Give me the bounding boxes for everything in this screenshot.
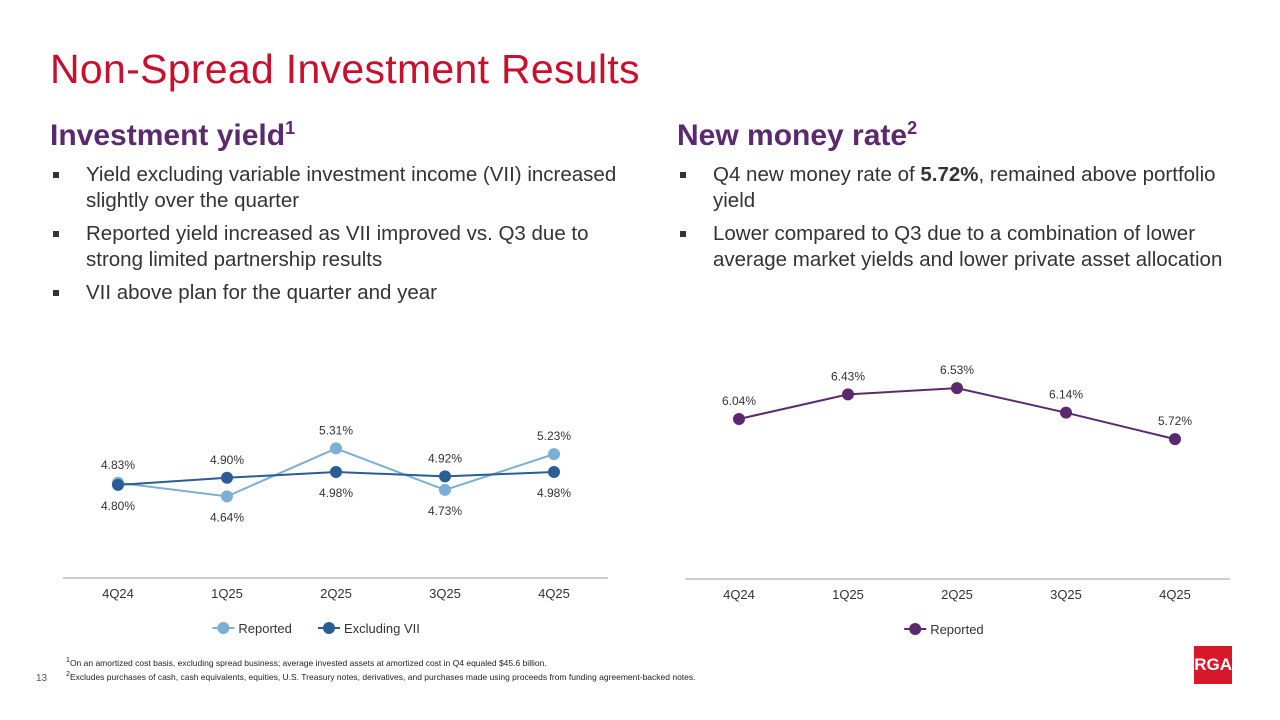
footnote-1: 1On an amortized cost basis, excluding s… xyxy=(66,656,547,668)
bullet: Reported yield increased as VII improved… xyxy=(50,221,630,273)
x-tick-label: 3Q25 xyxy=(1050,587,1082,602)
legend-label: Reported xyxy=(238,621,291,636)
data-label: 6.04% xyxy=(722,394,756,408)
legend-label: Excluding VII xyxy=(344,621,420,636)
rga-logo: RGA xyxy=(1194,646,1232,684)
x-tick-label: 4Q24 xyxy=(723,587,755,602)
bullet: VII above plan for the quarter and year xyxy=(50,280,630,306)
investment-yield-bullets: Yield excluding variable investment inco… xyxy=(50,162,630,313)
data-label: 4.98% xyxy=(537,486,571,500)
data-point xyxy=(439,483,451,496)
page-number: 13 xyxy=(36,673,48,684)
footnote-mark: 2 xyxy=(66,670,70,678)
data-label: 4.80% xyxy=(101,499,135,513)
data-label: 4.92% xyxy=(428,451,462,465)
x-tick-label: 1Q25 xyxy=(211,586,243,601)
data-label: 4.64% xyxy=(210,510,244,524)
new-money-rate-heading: New money rate2 xyxy=(677,118,917,153)
footnote-mark: 1 xyxy=(285,118,296,138)
x-tick-label: 4Q24 xyxy=(102,586,134,601)
data-point xyxy=(330,442,342,455)
heading-text: New money rate xyxy=(677,119,908,152)
x-tick-label: 2Q25 xyxy=(320,586,352,601)
data-point xyxy=(733,412,745,425)
data-label: 4.73% xyxy=(428,504,462,518)
data-point xyxy=(548,448,560,461)
data-point xyxy=(221,490,233,503)
bullet-text: Q4 new money rate of xyxy=(713,163,921,186)
data-point xyxy=(330,466,342,479)
bullet-text: , remained above portfolio yield xyxy=(713,163,1216,212)
data-label: 4.90% xyxy=(210,453,244,467)
data-label: 6.43% xyxy=(831,369,865,383)
legend-label: Reported xyxy=(930,622,983,637)
data-point xyxy=(548,466,560,479)
data-label: 5.31% xyxy=(319,423,353,437)
data-point xyxy=(1169,433,1181,446)
heading-text: Investment yield xyxy=(50,119,286,152)
data-label: 6.14% xyxy=(1049,388,1083,402)
legend-marker xyxy=(909,623,922,635)
legend-marker xyxy=(323,622,335,634)
data-point xyxy=(439,470,451,483)
new-money-rate-bullets: Q4 new money rate of 5.72%, remained abo… xyxy=(677,162,1237,280)
bullet: Lower compared to Q3 due to a combinatio… xyxy=(677,221,1237,273)
data-label: 6.53% xyxy=(940,363,974,377)
logo-text: RGA xyxy=(1194,655,1232,674)
footnote-2: 2Excludes purchases of cash, cash equiva… xyxy=(66,670,696,682)
footnote-mark: 2 xyxy=(907,118,918,138)
data-point xyxy=(1060,406,1072,419)
slide-title: Non-Spread Investment Results xyxy=(50,46,640,92)
footnote-text: Excludes purchases of cash, cash equival… xyxy=(69,671,696,682)
data-label: 5.23% xyxy=(537,429,571,443)
bullet: Yield excluding variable investment inco… xyxy=(50,162,630,214)
data-label: 4.83% xyxy=(101,458,135,472)
data-point xyxy=(951,382,963,395)
data-point xyxy=(112,478,124,491)
x-tick-label: 4Q25 xyxy=(1159,587,1191,602)
x-tick-label: 2Q25 xyxy=(941,587,973,602)
x-tick-label: 1Q25 xyxy=(832,587,864,602)
data-label: 5.72% xyxy=(1158,414,1192,428)
series-line-reported xyxy=(738,387,1176,441)
footnote-mark: 1 xyxy=(66,656,70,664)
bullet: Q4 new money rate of 5.72%, remained abo… xyxy=(677,162,1237,214)
x-tick-label: 3Q25 xyxy=(429,586,461,601)
legend-marker xyxy=(217,622,230,634)
x-tick-label: 4Q25 xyxy=(538,586,570,601)
data-point xyxy=(842,388,854,401)
investment-yield-heading: Investment yield1 xyxy=(50,118,295,153)
bullet-bold: 5.72% xyxy=(920,163,979,186)
data-label: 4.98% xyxy=(319,486,353,500)
data-point xyxy=(221,471,233,484)
footnote-text: On an amortized cost basis, excluding sp… xyxy=(69,657,547,668)
